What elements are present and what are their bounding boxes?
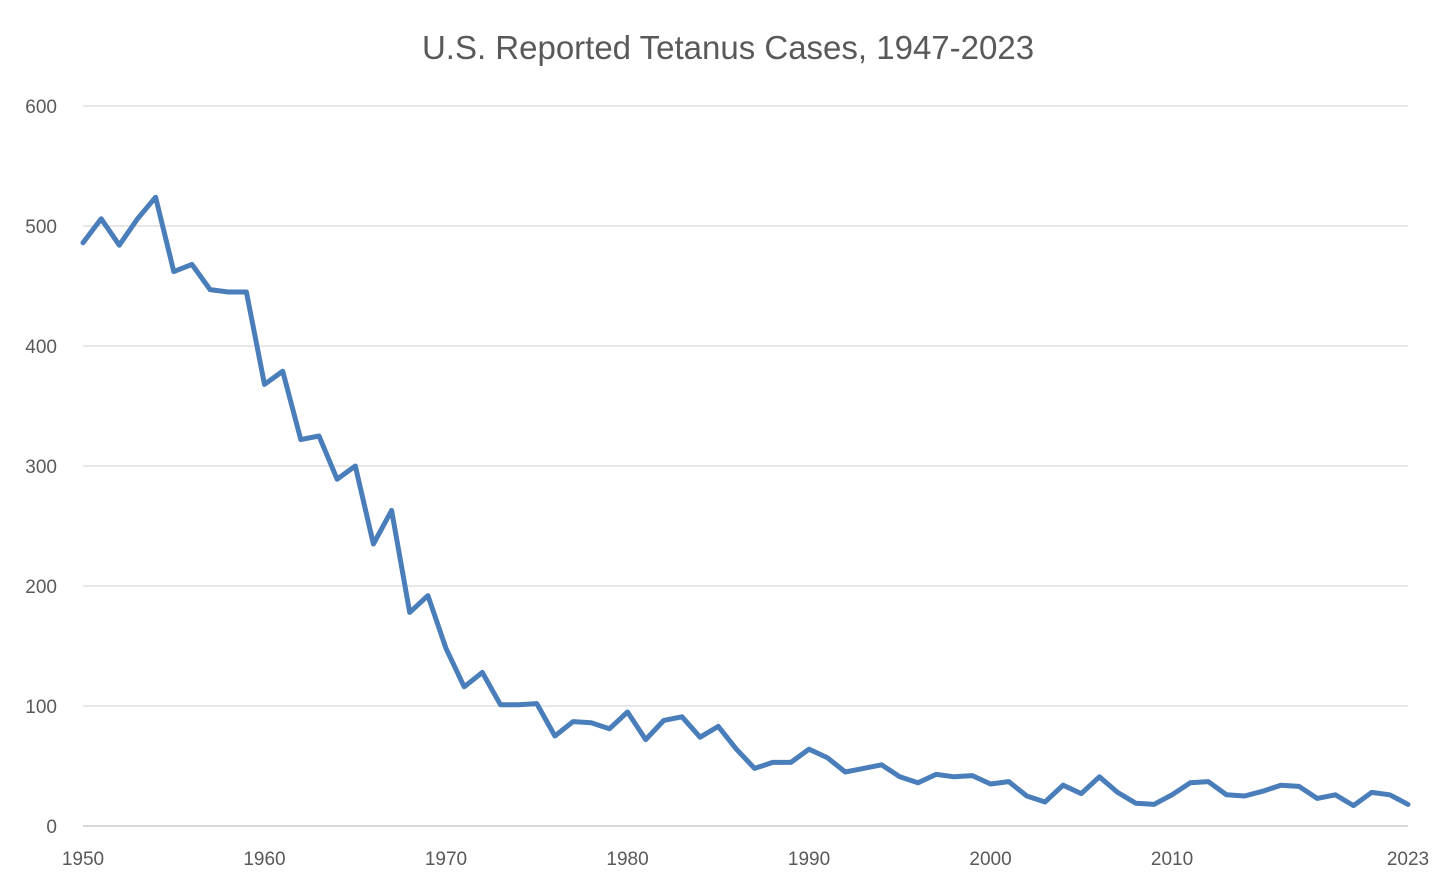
y-axis-tick-labels: 0 100 200 300 400 500 600: [25, 97, 57, 838]
y-tick-label-400: 400: [25, 337, 57, 358]
y-tick-label-600: 600: [25, 97, 57, 118]
gridlines: [83, 105, 1408, 707]
chart-title: U.S. Reported Tetanus Cases, 1947-2023: [422, 29, 1034, 66]
x-tick-label-1960: 1960: [243, 849, 285, 870]
y-tick-label-300: 300: [25, 457, 57, 478]
series-line-0: [80, 194, 1411, 809]
x-tick-label-2000: 2000: [969, 849, 1011, 870]
y-tick-label-0: 0: [46, 817, 57, 838]
series-layer: [80, 194, 1411, 809]
y-tick-label-200: 200: [25, 577, 57, 598]
x-tick-label-1970: 1970: [425, 849, 467, 870]
x-tick-label-2010: 2010: [1151, 849, 1193, 870]
x-tick-label-1950: 1950: [62, 849, 104, 870]
x-axis-tick-labels: 1950 1960 1970 1980 1990 2000 2010 2023: [62, 849, 1429, 870]
y-tick-label-100: 100: [25, 697, 57, 718]
x-tick-label-1980: 1980: [606, 849, 648, 870]
x-tick-label-1990: 1990: [788, 849, 830, 870]
x-tick-label-2023: 2023: [1387, 849, 1429, 870]
y-tick-label-500: 500: [25, 217, 57, 238]
